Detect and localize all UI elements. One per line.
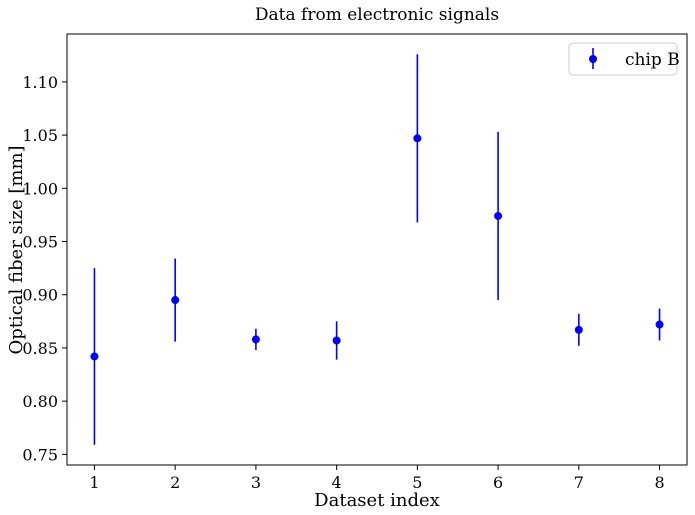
- data-point: [171, 296, 180, 305]
- data-point: [413, 134, 422, 143]
- y-tick-label: 1.05: [22, 126, 58, 145]
- y-tick-label: 0.95: [22, 233, 58, 252]
- data-point: [90, 352, 99, 361]
- data-point: [332, 336, 341, 345]
- x-tick-label: 3: [251, 473, 261, 492]
- y-tick-label: 1.10: [22, 73, 58, 92]
- plot-frame: [66, 33, 688, 466]
- plot-area: [90, 54, 664, 445]
- chart-title: Data from electronic signals: [255, 5, 499, 25]
- y-tick-label: 0.80: [22, 392, 58, 411]
- x-tick-label: 8: [654, 473, 664, 492]
- y-axis: 0.75 0.80 0.85 0.90 0.95 1.00 1.05 1.10: [22, 73, 67, 464]
- legend-label: chip B: [625, 50, 680, 70]
- y-tick-label: 0.75: [22, 445, 58, 464]
- y-tick-label: 0.85: [22, 339, 58, 358]
- legend: chip B: [568, 42, 680, 76]
- y-tick-label: 1.00: [22, 179, 58, 198]
- x-axis: 1 2 3 4 5 6 7 8: [89, 465, 665, 492]
- x-tick-label: 6: [493, 473, 503, 492]
- x-tick-label: 2: [170, 473, 180, 492]
- x-tick-label: 7: [574, 473, 584, 492]
- data-point: [494, 211, 503, 220]
- x-tick-label: 5: [412, 473, 422, 492]
- y-tick-label: 0.90: [22, 286, 58, 305]
- legend-box: [568, 42, 678, 76]
- y-axis-label: Optical fiber size [mm]: [6, 145, 27, 354]
- x-axis-label: Dataset index: [314, 490, 440, 511]
- x-tick-label: 4: [332, 473, 342, 492]
- x-tick-label: 1: [89, 473, 99, 492]
- legend-marker-icon: [589, 55, 597, 63]
- data-point: [655, 320, 664, 329]
- data-point: [574, 325, 583, 334]
- data-point: [251, 335, 260, 344]
